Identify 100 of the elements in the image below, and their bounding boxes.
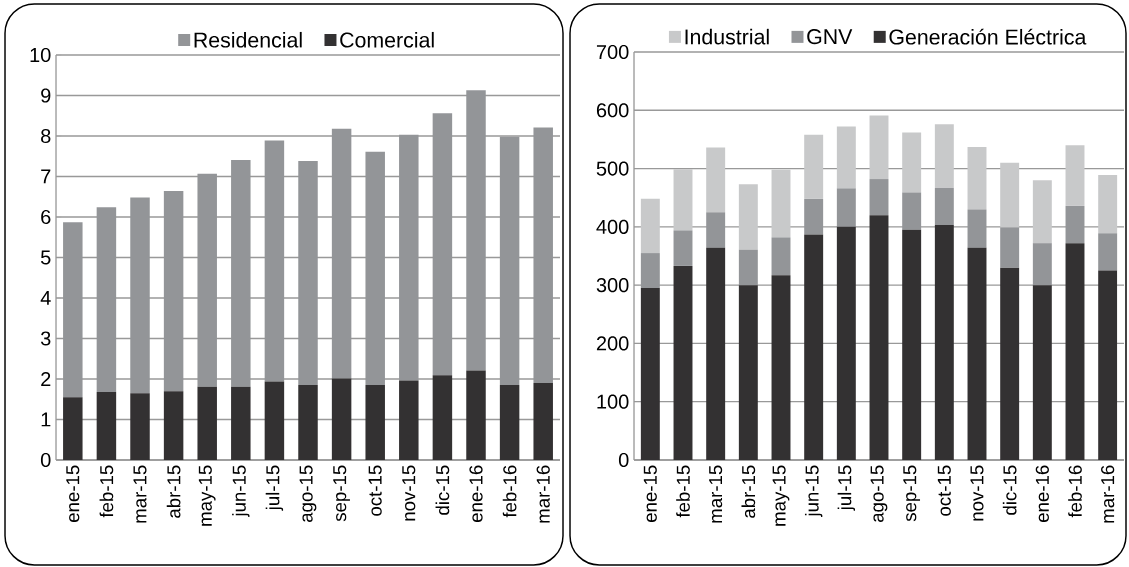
x-tick-label: mar-15 [133, 465, 147, 523]
legend-label: Residencial [194, 31, 302, 48]
bar [499, 136, 520, 386]
x-tick-label: feb-15 [99, 465, 114, 518]
x-tick-label: jul-15 [837, 465, 856, 511]
bar [869, 215, 889, 460]
y-tick-label: 5 [40, 250, 51, 265]
y-tick-label: 0 [618, 452, 629, 468]
y-tick-label: 400 [596, 219, 629, 234]
legend-label: Comercial [340, 31, 434, 48]
bar [706, 247, 726, 460]
y-tick-label: 7 [41, 169, 51, 184]
x-tick-label: feb-16 [502, 465, 517, 518]
bar [96, 391, 117, 460]
bar [1000, 227, 1020, 268]
bar [934, 187, 954, 226]
y-tick-label: 4 [40, 291, 51, 305]
y-tick-label: 6 [41, 209, 51, 225]
x-tick-label: feb-16 [1068, 465, 1082, 518]
x-tick-label: oct-15 [937, 465, 951, 516]
bar [673, 169, 693, 231]
x-tick-label: mar-15 [709, 465, 723, 523]
x-tick-label: ago-15 [870, 465, 888, 523]
bar [1065, 145, 1085, 206]
bar [673, 230, 693, 266]
bar [640, 198, 660, 254]
bar [967, 147, 987, 210]
bar [1000, 267, 1020, 460]
bar [673, 265, 693, 460]
y-tick-label: 600 [596, 103, 629, 118]
bar [706, 212, 726, 248]
bar [934, 225, 954, 460]
bar [1000, 162, 1020, 228]
bar [399, 134, 419, 381]
bar [804, 198, 824, 235]
y-tick-label: 3 [40, 331, 51, 346]
bar [197, 386, 217, 460]
bar [298, 161, 318, 386]
bar [804, 134, 824, 199]
bar [331, 128, 352, 379]
bar [499, 385, 520, 460]
x-tick-label: jul-15 [265, 465, 284, 511]
bar [298, 385, 318, 460]
bar [738, 249, 758, 286]
x-tick-label: abr-15 [741, 465, 756, 518]
x-tick-label: ene-16 [469, 465, 483, 523]
x-tick-label: ene-15 [66, 465, 80, 523]
bar [967, 247, 987, 460]
y-tick-label: 9 [41, 88, 51, 103]
bar [399, 380, 419, 460]
x-tick-label: sep-15 [903, 465, 921, 522]
bar [365, 151, 385, 386]
y-tick-label: 200 [596, 336, 629, 351]
bar [331, 378, 352, 460]
x-tick-label: feb-15 [676, 465, 690, 518]
y-tick-label: 0 [40, 452, 51, 468]
bar [231, 386, 251, 460]
x-tick-label: may-15 [198, 465, 216, 526]
bar [640, 253, 660, 289]
bar [1065, 243, 1085, 460]
bar [63, 222, 83, 398]
x-tick-label: mar-16 [1101, 465, 1115, 523]
bar [466, 370, 486, 460]
x-tick-label: nov-15 [402, 465, 416, 521]
bar [836, 188, 856, 227]
bar [466, 90, 486, 371]
y-tick-label: 500 [596, 161, 629, 176]
y-tick-label: 2 [41, 372, 51, 386]
x-tick-label: nov-15 [970, 465, 984, 521]
x-tick-label: dic-15 [1002, 465, 1017, 515]
bar [365, 385, 385, 460]
bar [771, 169, 791, 238]
y-tick-label: 700 [596, 44, 629, 60]
bar [197, 173, 217, 387]
bar [231, 159, 251, 387]
bar [63, 397, 83, 460]
bar [902, 132, 922, 193]
bar [902, 192, 922, 230]
bar [771, 237, 791, 276]
bar [1032, 285, 1052, 460]
bar [869, 115, 889, 180]
y-tick-label: 8 [41, 128, 51, 144]
bar [771, 275, 791, 460]
bar [869, 179, 889, 216]
bar [1098, 233, 1118, 271]
bar [96, 207, 117, 392]
bar [967, 209, 987, 248]
y-tick-label: 1 [41, 412, 51, 427]
bar [836, 126, 856, 189]
x-tick-label: ago-15 [299, 465, 317, 523]
x-tick-label: may-15 [772, 465, 790, 526]
bar [1098, 174, 1118, 234]
bar [163, 191, 184, 392]
x-tick-label: mar-16 [536, 465, 550, 523]
bar [934, 124, 954, 188]
y-tick-label: 100 [597, 394, 629, 409]
bar [738, 285, 758, 460]
bar [640, 288, 660, 460]
bar [264, 140, 285, 382]
bar [264, 381, 285, 460]
